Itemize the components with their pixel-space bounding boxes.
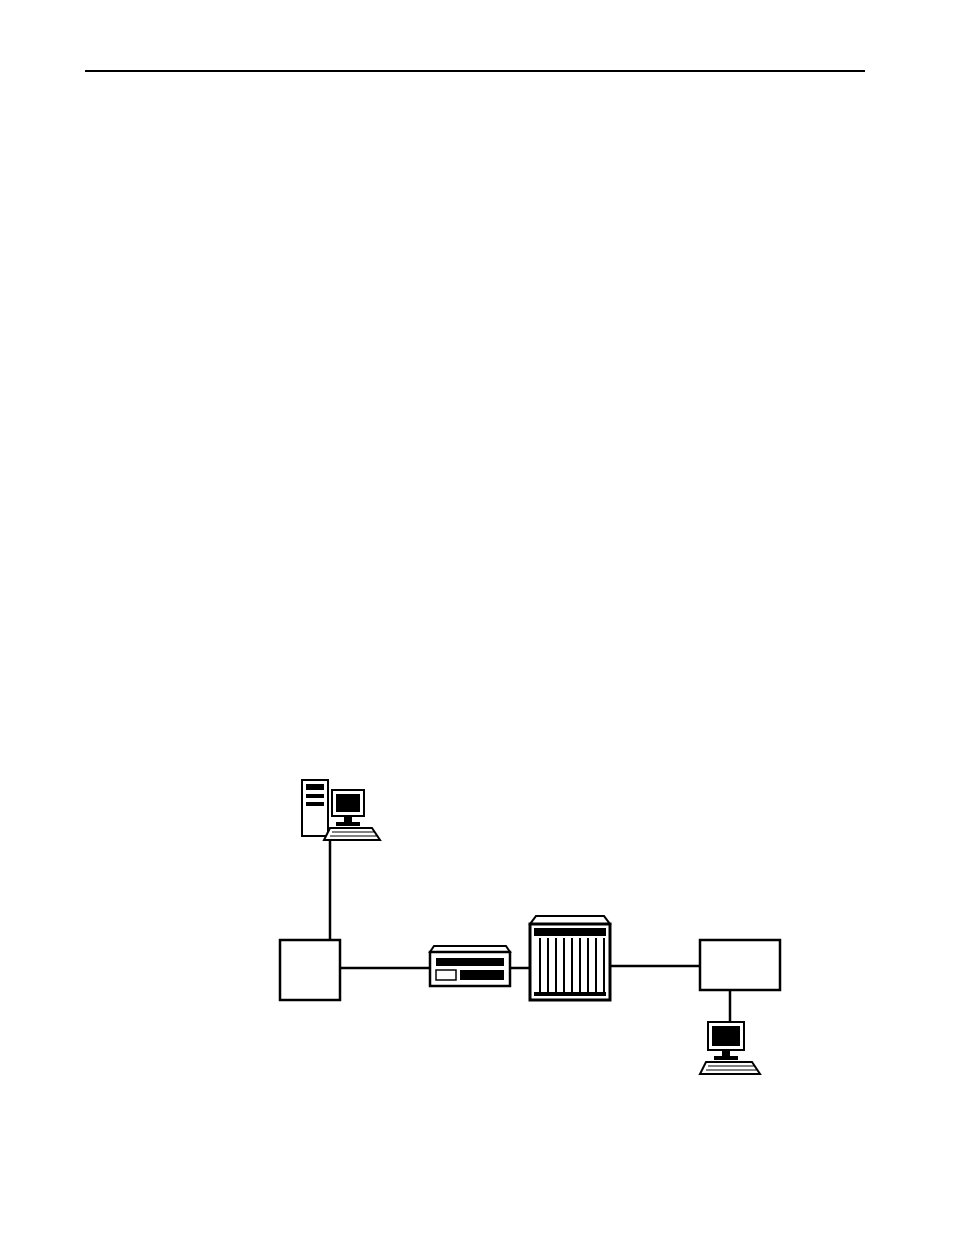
rack-device-icon <box>430 946 510 986</box>
wide-box-icon <box>700 940 780 990</box>
page-top-rule <box>85 70 865 72</box>
page <box>0 0 954 1235</box>
small-box-icon <box>280 940 340 1000</box>
workstation-top-icon <box>302 780 380 840</box>
monitor-bottom-icon <box>700 1022 760 1074</box>
chassis-icon <box>530 916 610 1000</box>
network-diagram <box>0 0 954 1235</box>
